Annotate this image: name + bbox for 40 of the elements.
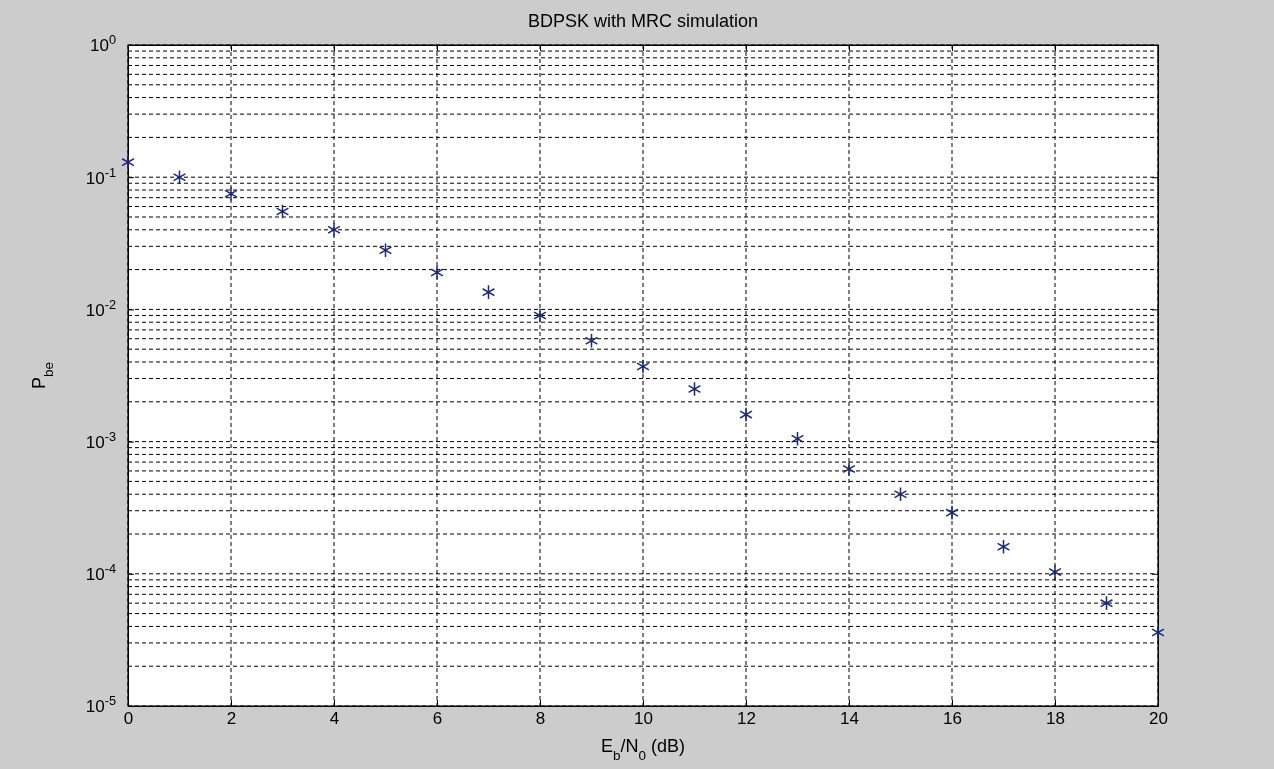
point: [636, 358, 650, 375]
point: [533, 307, 547, 323]
point: [893, 486, 908, 502]
point: [121, 154, 135, 170]
x-tick-label: 20: [1149, 709, 1168, 729]
x-tick-label: 18: [1046, 709, 1065, 729]
point: [790, 431, 805, 447]
chart-title: BDPSK with MRC simulation: [527, 11, 759, 31]
y-tick-label: 10$^{-3}$: [85, 428, 116, 453]
point: [945, 505, 959, 521]
x-tick-label: 14: [840, 709, 859, 729]
point: [1151, 624, 1165, 640]
point: [481, 284, 496, 300]
point: [739, 407, 753, 423]
point: [687, 381, 702, 397]
point: [430, 265, 444, 281]
x-tick-label: 2: [226, 709, 237, 729]
x-tick-label: 10: [634, 709, 653, 729]
point: [275, 203, 290, 220]
point: [584, 333, 599, 349]
point: [172, 169, 187, 185]
x-axis-title: E$_{b}$/N$_{0}$ (dB): [600, 736, 686, 763]
point: [224, 186, 238, 202]
point: [842, 461, 856, 477]
point: [1099, 595, 1114, 611]
point: [327, 222, 341, 238]
point: [996, 539, 1011, 555]
point: [1048, 564, 1062, 580]
y-tick-label: 10$^{-2}$: [85, 296, 116, 320]
y-tick-label: 10$^{-1}$: [85, 164, 116, 188]
y-tick-label: 10$^{-4}$: [85, 560, 116, 585]
point: [378, 242, 393, 258]
y-tick-label: 10$^{0}$: [89, 31, 116, 56]
x-tick-label: 4: [329, 709, 340, 729]
x-tick-label: 16: [943, 709, 962, 729]
y-tick-label: 10$^{-5}$: [85, 692, 116, 717]
x-tick-label: 8: [535, 709, 546, 729]
x-tick-label: 12: [737, 709, 756, 729]
x-tick-label: 0: [123, 709, 134, 729]
x-tick-label: 6: [432, 709, 443, 729]
